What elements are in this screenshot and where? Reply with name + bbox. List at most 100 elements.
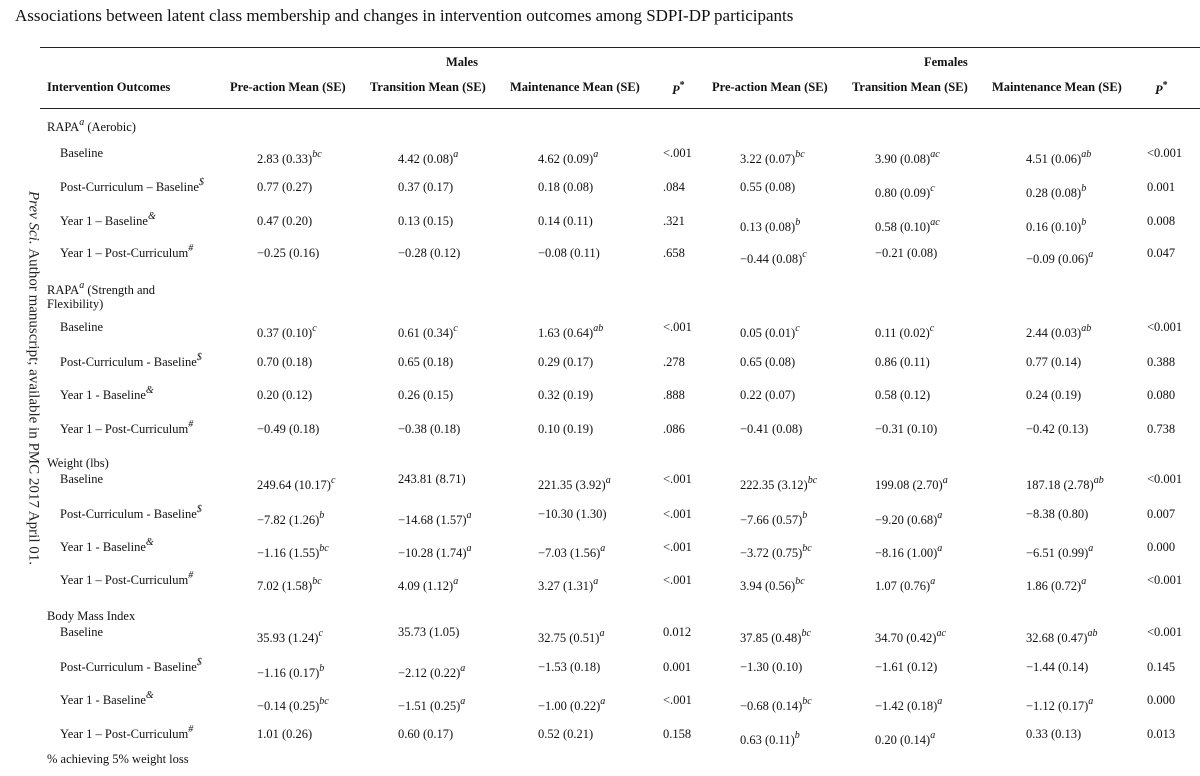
row-label: Baseline: [60, 146, 103, 160]
table-cell-m-pre: 0.20 (0.12): [257, 388, 312, 402]
section-label: RAPAa (Strength and Flexibility): [47, 280, 155, 311]
cell-value: −6.51 (0.99): [1026, 546, 1089, 560]
cell-value: 187.18 (2.78): [1026, 478, 1094, 492]
cell-value: 0.11 (0.02): [875, 326, 930, 340]
cell-value: 0.24 (0.19): [1026, 388, 1082, 402]
cell-sup: a: [466, 542, 472, 554]
cell-sup: bc: [802, 695, 812, 707]
cell-value: −1.16 (0.17): [257, 666, 320, 680]
col-females-pre: Pre-action Mean (SE): [712, 80, 828, 94]
section-label-line2: Flexibility): [47, 297, 104, 311]
col-males-pre: Pre-action Mean (SE): [230, 80, 346, 94]
table-cell-f-trans: 0.11 (0.02)c: [875, 323, 934, 340]
cell-value: −1.42 (0.18): [875, 699, 938, 713]
row-label-sup: #: [188, 418, 194, 430]
section-label-tail: (Aerobic): [84, 120, 136, 134]
table-cell-f-maint: 0.77 (0.14): [1026, 355, 1081, 369]
cell-value: 35.73 (1.05): [398, 625, 460, 639]
cell-value: 0.58 (0.12): [875, 388, 931, 402]
cell-value: 0.77 (0.27): [257, 180, 313, 194]
cell-value: <.001: [663, 320, 692, 334]
table-cell-m-p: .278: [663, 355, 685, 369]
table-cell-m-maint: −7.03 (1.56)a: [538, 543, 605, 560]
row-label-sup: $: [196, 351, 202, 363]
cell-value: 0.22 (0.07): [740, 388, 796, 402]
section-label: RAPAa (Aerobic): [47, 116, 136, 134]
table-cell-f-pre: −0.44 (0.08)c: [740, 249, 807, 266]
cell-value: 1.63 (0.64): [538, 326, 594, 340]
table-cell-m-trans: −0.28 (0.12): [398, 246, 460, 260]
row-label-text: Baseline: [60, 320, 104, 334]
table-cell-m-pre: −1.16 (0.17)b: [257, 663, 324, 680]
cell-value: 0.58 (0.10): [875, 220, 931, 234]
table-cell-f-trans: −0.21 (0.08): [875, 246, 937, 260]
table-cell-m-pre: 7.02 (1.58)bc: [257, 576, 322, 593]
table-cell-f-p: <0.001: [1147, 573, 1182, 587]
cell-sup: ab: [1093, 474, 1104, 486]
table-cell-f-maint: 187.18 (2.78)ab: [1026, 474, 1104, 492]
cell-sup: bc: [319, 695, 329, 707]
table-cell-f-p: 0.000: [1147, 540, 1175, 554]
cell-value: 0.29 (0.17): [538, 355, 594, 369]
row-label: Year 1 - Baseline&: [60, 384, 154, 402]
cell-value: <0.001: [1147, 320, 1183, 334]
table-cell-m-maint: 1.63 (0.64)ab: [538, 323, 603, 340]
table-cell-m-maint: 3.27 (1.31)a: [538, 575, 599, 593]
table-cell-m-maint: 221.35 (3.92)a: [538, 475, 611, 492]
table-cell-f-p: 0.000: [1147, 693, 1175, 707]
table-cell-m-pre: −7.82 (1.26)b: [257, 509, 325, 527]
table-cell-f-p: 0.001: [1147, 180, 1175, 194]
row-label-sup: #: [188, 723, 194, 735]
table-cell-f-trans: −0.31 (0.10): [875, 422, 937, 436]
cell-value: 0.012: [663, 625, 692, 639]
cell-value: 0.158: [663, 727, 692, 741]
table-cell-m-pre: 0.47 (0.20): [257, 214, 312, 228]
cell-sup: c: [453, 322, 458, 334]
table-cell-f-p: <0.001: [1147, 320, 1182, 334]
table-cell-m-trans: 0.65 (0.18): [398, 355, 453, 369]
cell-sup: a: [942, 474, 948, 486]
cell-sup: a: [593, 575, 599, 587]
table-cell-f-pre: 0.05 (0.01)c: [740, 323, 800, 340]
row-label-text: Year 1 – Post-Curriculum: [60, 422, 189, 436]
row-label-sup: &: [145, 384, 154, 396]
cell-value: 0.05 (0.01): [740, 326, 796, 340]
table-cell-m-maint: 32.75 (0.51)a: [538, 628, 604, 645]
cell-value: 0.55 (0.08): [740, 180, 796, 194]
table-cell-m-p: <.001: [663, 146, 692, 160]
cell-sup: bc: [312, 148, 322, 160]
table-cell-f-p: <0.001: [1147, 472, 1182, 486]
table-cell-f-maint: 0.24 (0.19): [1026, 388, 1081, 402]
table-cell-m-p: 0.158: [663, 727, 691, 741]
table-cell-f-pre: −0.68 (0.14)bc: [740, 695, 812, 713]
table-cell-f-pre: −3.72 (0.75)bc: [740, 543, 812, 560]
table-cell-f-trans: −9.20 (0.68)a: [875, 510, 942, 527]
table-cell-f-pre: −0.41 (0.08): [740, 422, 802, 436]
section-label: Body Mass Index: [47, 609, 135, 623]
cell-value: 0.16 (0.10): [1026, 220, 1082, 234]
cell-value: −1.51 (0.25): [398, 699, 461, 713]
table-cell-f-trans: 0.86 (0.11): [875, 355, 930, 369]
row-label-sup: $: [198, 176, 204, 188]
cell-sup: b: [319, 509, 325, 521]
table-cell-m-trans: 243.81 (8.71): [398, 472, 466, 486]
cell-value: 0.000: [1147, 540, 1176, 554]
section-label-sup: a: [79, 116, 85, 128]
cell-value: 4.62 (0.09): [538, 152, 594, 166]
table-cell-m-p: 0.012: [663, 625, 691, 639]
table-cell-f-trans: −1.61 (0.12): [875, 660, 937, 674]
cell-value: 243.81 (8.71): [398, 472, 466, 486]
cell-value: .321: [663, 214, 685, 228]
table-cell-m-maint: 0.10 (0.19): [538, 422, 593, 436]
col-outcome: Intervention Outcomes: [47, 80, 171, 94]
cell-value: 35.93 (1.24): [257, 631, 319, 645]
row-label-text: Year 1 – Post-Curriculum: [60, 246, 189, 260]
cell-value: −0.42 (0.13): [1026, 422, 1089, 436]
table-cell-m-p: <.001: [663, 507, 692, 521]
section-label-text: Weight (lbs): [47, 456, 109, 470]
table-cell-m-p: .888: [663, 388, 685, 402]
cell-value: −0.68 (0.14): [740, 699, 803, 713]
cell-sup: a: [460, 662, 466, 674]
row-label-sup: &: [147, 210, 156, 222]
cell-value: 0.14 (0.11): [538, 214, 593, 228]
